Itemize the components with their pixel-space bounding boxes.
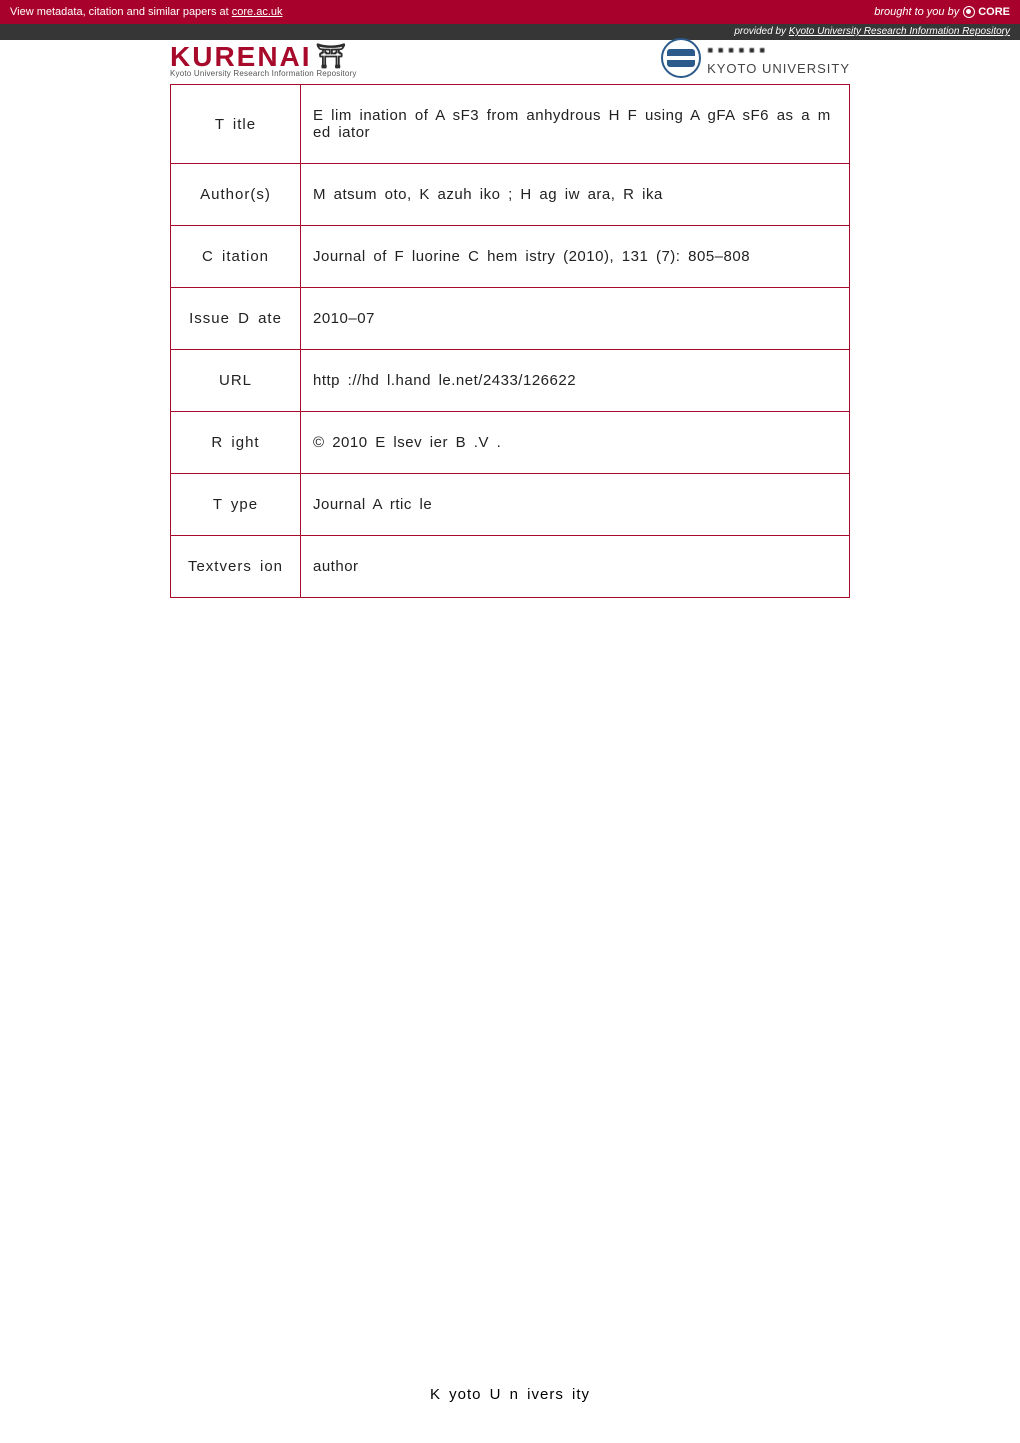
core-logo[interactable]: CORE xyxy=(963,6,1010,18)
top-bar-right: brought to you by CORE xyxy=(874,6,1010,18)
kurenai-text: KURENAI xyxy=(170,44,312,69)
meta-label-type: T ype xyxy=(171,474,301,536)
kurenai-logo[interactable]: KURENAI ⛩ Kyoto University Research Info… xyxy=(170,44,357,78)
table-row: Author(s) M atsum oto, K azuh iko ; H ag… xyxy=(171,164,850,226)
kyoto-logo-text-group: ▪▪▪▪▪▪ KYOTO UNIVERSITY xyxy=(707,40,850,76)
table-row: R ight © 2010 E lsev ier B .V . xyxy=(171,412,850,474)
provided-by-prefix: provided by xyxy=(734,26,788,37)
meta-value-url: http ://hd l.hand le.net/2433/126622 xyxy=(301,350,850,412)
metadata-table: T itle E lim ination of A sF3 from anhyd… xyxy=(170,84,850,598)
core-top-bar: View metadata, citation and similar pape… xyxy=(0,0,1020,24)
meta-value-title: E lim ination of A sF3 from anhydrous H … xyxy=(301,85,850,164)
top-bar-left: View metadata, citation and similar pape… xyxy=(10,6,283,18)
core-logo-text: CORE xyxy=(978,6,1010,18)
meta-value-type: Journal A rtic le xyxy=(301,474,850,536)
torii-gate-icon: ⛩ xyxy=(316,46,348,68)
meta-value-textversion: author xyxy=(301,536,850,598)
table-row: Textvers ion author xyxy=(171,536,850,598)
kyoto-seal-icon xyxy=(661,38,701,78)
provided-by-link[interactable]: Kyoto University Research Information Re… xyxy=(789,26,1010,37)
kyoto-university-logo[interactable]: ▪▪▪▪▪▪ KYOTO UNIVERSITY xyxy=(661,38,850,78)
meta-value-issue-date: 2010–07 xyxy=(301,288,850,350)
table-row: Issue D ate 2010–07 xyxy=(171,288,850,350)
repository-header: KURENAI ⛩ Kyoto University Research Info… xyxy=(0,38,1020,84)
table-row: C itation Journal of F luorine C hem ist… xyxy=(171,226,850,288)
table-row: T itle E lim ination of A sF3 from anhyd… xyxy=(171,85,850,164)
meta-value-authors: M atsum oto, K azuh iko ; H ag iw ara, R… xyxy=(301,164,850,226)
kyoto-en-text: KYOTO UNIVERSITY xyxy=(707,61,850,76)
meta-label-citation: C itation xyxy=(171,226,301,288)
table-row: URL http ://hd l.hand le.net/2433/126622 xyxy=(171,350,850,412)
meta-label-issue-date: Issue D ate xyxy=(171,288,301,350)
meta-value-citation: Journal of F luorine C hem istry (2010),… xyxy=(301,226,850,288)
meta-value-right: © 2010 E lsev ier B .V . xyxy=(301,412,850,474)
core-icon xyxy=(963,6,975,18)
kurenai-wordmark: KURENAI ⛩ xyxy=(170,44,348,69)
meta-label-textversion: Textvers ion xyxy=(171,536,301,598)
meta-label-authors: Author(s) xyxy=(171,164,301,226)
meta-label-url: URL xyxy=(171,350,301,412)
core-link[interactable]: core.ac.uk xyxy=(232,6,283,18)
meta-label-right: R ight xyxy=(171,412,301,474)
meta-label-title: T itle xyxy=(171,85,301,164)
kyoto-jp-text: ▪▪▪▪▪▪ xyxy=(707,40,769,61)
table-row: T ype Journal A rtic le xyxy=(171,474,850,536)
page-footer: K yoto U n ivers ity xyxy=(0,1386,1020,1403)
metadata-link-prefix: View metadata, citation and similar pape… xyxy=(10,6,232,18)
brought-to-you-label: brought to you by xyxy=(874,6,959,18)
kurenai-subtitle: Kyoto University Research Information Re… xyxy=(170,69,357,78)
